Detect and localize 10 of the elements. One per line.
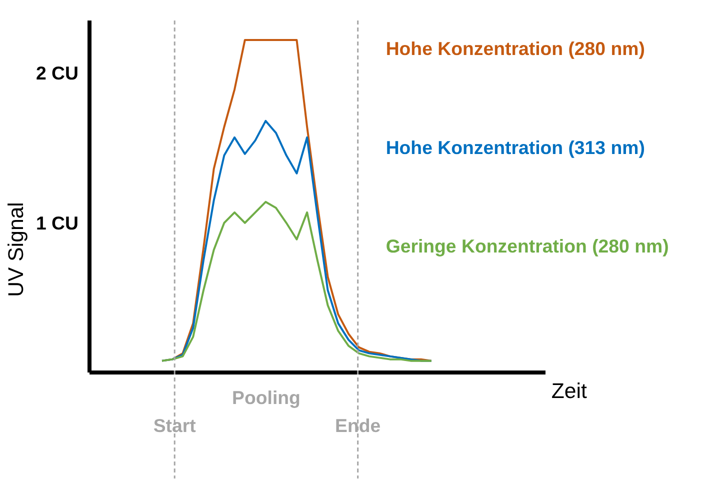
y-tick-label: 1 CU bbox=[36, 212, 79, 234]
text: Hohe Konzentration (280 nm) bbox=[386, 38, 645, 60]
text: Hohe Konzentration (313 nm) bbox=[386, 136, 645, 158]
y-axis-title: UV Signal bbox=[4, 202, 28, 297]
text: Geringe Konzentration (280 nm) bbox=[386, 235, 669, 256]
text: Zeit bbox=[551, 378, 587, 403]
text: Start bbox=[153, 414, 196, 436]
y-tick-label: 2 CU bbox=[36, 62, 79, 84]
text: Pooling bbox=[232, 386, 300, 408]
text: Ende bbox=[335, 414, 381, 436]
